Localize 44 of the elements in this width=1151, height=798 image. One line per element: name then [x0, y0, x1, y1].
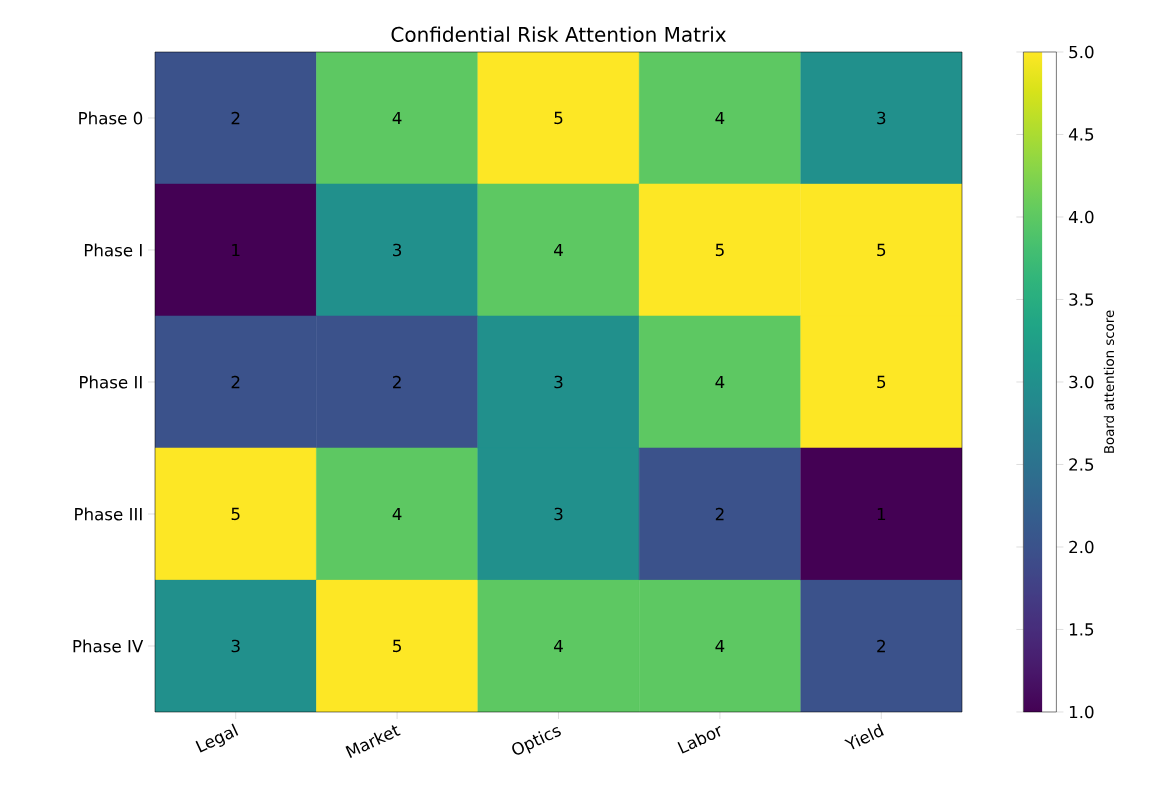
data-label: 3 — [393, 243, 402, 257]
data-label: 3 — [554, 375, 563, 389]
color-bar-label: 2.5 — [1069, 458, 1094, 471]
y-tick-label: Phase III — [75, 507, 142, 521]
x-tick-label: Optics — [512, 726, 561, 755]
data-label: 2 — [715, 507, 724, 521]
data-label: 1 — [877, 507, 886, 521]
data-label: 5 — [393, 639, 401, 653]
data-label: 5 — [715, 243, 724, 257]
data-label: 2 — [231, 375, 240, 389]
color-bar-label: 2.0 — [1069, 540, 1094, 554]
data-label: 4 — [715, 111, 725, 125]
data-label: 3 — [554, 507, 563, 521]
color-bar-label: 3.5 — [1069, 293, 1094, 306]
data-label: 4 — [554, 243, 563, 257]
color-bar-title: Board attention score — [1103, 310, 1115, 453]
y-tick-label: Phase I — [84, 243, 142, 257]
color-bar-label: 4.0 — [1068, 210, 1094, 224]
color-bar-label: 1.0 — [1069, 705, 1094, 719]
data-label: 4 — [392, 507, 402, 521]
data-label: 4 — [715, 375, 725, 389]
color-bar-label: 3.0 — [1069, 375, 1094, 389]
data-label: 2 — [877, 639, 885, 653]
data-label: 4 — [554, 639, 563, 653]
y-tick-label: Phase 0 — [79, 111, 143, 125]
data-label: 3 — [877, 111, 886, 125]
color-bar-label: 5.0 — [1069, 45, 1094, 59]
chart-title: Confidential Risk Attention Matrix — [391, 26, 726, 42]
color-bar-label: 4.5 — [1068, 128, 1094, 141]
data-label: 5 — [877, 375, 886, 389]
x-tick-label: Yield — [844, 723, 884, 750]
data-label: 1 — [232, 243, 240, 257]
data-label: 4 — [392, 111, 402, 125]
data-label: 2 — [393, 375, 401, 389]
y-tick-label: Phase II — [80, 375, 142, 389]
x-tick-label: Labor — [677, 725, 721, 754]
data-label: 5 — [554, 111, 563, 125]
data-label: 3 — [231, 639, 240, 653]
data-label: 5 — [231, 507, 240, 521]
data-label: 5 — [877, 243, 886, 257]
data-label: 4 — [715, 639, 725, 653]
data-label: 2 — [231, 111, 240, 125]
y-tick-label: Phase IV — [73, 639, 144, 653]
color-bar-label: 1.5 — [1069, 623, 1094, 636]
